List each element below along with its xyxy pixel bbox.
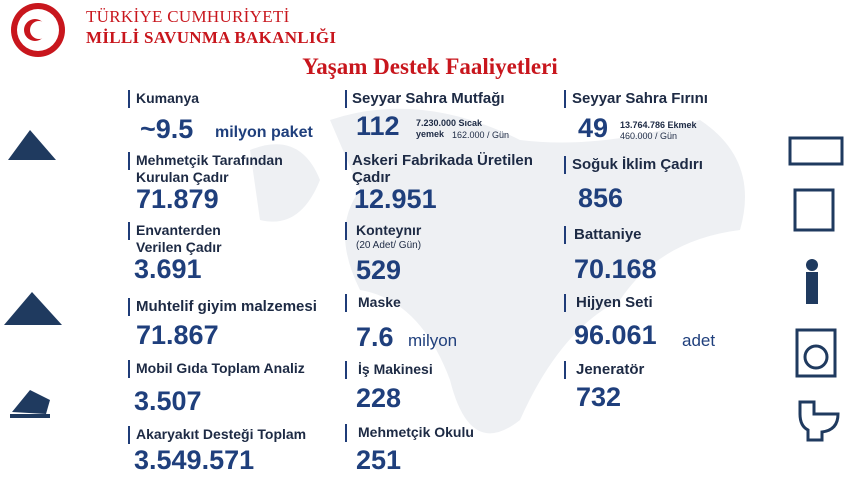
item-value: 856	[578, 183, 624, 213]
item-label: Muhtelif giyim malzemesi	[136, 298, 317, 315]
marker	[345, 90, 347, 108]
marker	[564, 226, 566, 244]
item-value: ~9.5	[140, 114, 194, 144]
item-value: 228	[356, 383, 402, 413]
marker	[564, 294, 566, 312]
item-value: 70.168	[574, 254, 657, 284]
marker	[128, 90, 130, 108]
icons	[4, 130, 844, 442]
item-value: 71.867	[136, 320, 219, 350]
item-note: 7.230.000 Sıcak yemek	[416, 118, 483, 139]
item-value: 3.507	[134, 386, 202, 416]
excavator-icon	[10, 390, 50, 418]
item-unit: milyon	[408, 331, 458, 350]
item-label: Jeneratör	[576, 361, 645, 378]
washer-icon	[795, 328, 837, 378]
shower-icon-body	[806, 272, 818, 304]
marker	[128, 222, 130, 240]
item-value: 112	[356, 111, 400, 141]
item-sub: (20 Adet/ Gün)	[356, 240, 422, 251]
item-label: Hijyen Seti	[576, 294, 653, 311]
marker	[564, 90, 566, 108]
marker	[345, 294, 347, 312]
item-unit: milyon paket	[215, 124, 313, 141]
item-label: Mehmetçik Tarafından Kurulan Çadır	[136, 152, 283, 185]
item-label: Mehmetçik Okulu	[358, 424, 474, 440]
item-value: 71.879	[136, 184, 219, 214]
item-value: 96.061	[574, 320, 657, 350]
item-label: Maske	[358, 294, 401, 310]
tent-icon	[8, 130, 56, 160]
toilet-icon	[798, 400, 840, 442]
marker	[345, 152, 347, 170]
item-label: Soğuk İklim Çadırı	[572, 156, 703, 173]
item-value: 12.951	[354, 184, 437, 214]
org-line: MİLLİ SAVUNMA BAKANLIĞI	[86, 28, 337, 47]
marker	[345, 424, 347, 442]
tent-icon	[4, 292, 62, 325]
marker	[345, 361, 347, 379]
item-label: Askeri Fabrikada Üretilen Çadır	[352, 152, 533, 186]
item-value: 3.691	[134, 254, 202, 284]
marker	[345, 222, 347, 240]
marker	[128, 298, 130, 316]
item-label: Seyyar Sahra Fırını	[572, 90, 708, 107]
item-label: Mobil Gıda Toplam Analiz	[136, 360, 305, 376]
item-unit: adet	[682, 331, 716, 350]
item-value: 7.6	[356, 322, 394, 352]
item-value: 251	[356, 445, 402, 475]
washer-drum	[803, 344, 829, 370]
marker	[128, 426, 130, 444]
logo-crescent-cut	[30, 21, 48, 39]
item-label: Envanterden Verilen Çadır	[136, 222, 222, 255]
org-line: TÜRKİYE CUMHURİYETİ	[86, 7, 290, 26]
item-note: 162.000 / Gün	[452, 130, 510, 140]
item-note: 460.000 / Gün	[620, 131, 678, 141]
item-label: Kumanya	[136, 90, 200, 106]
marker	[564, 156, 566, 174]
item-value: 3.549.571	[134, 445, 255, 475]
marker	[128, 360, 130, 378]
item-label: Battaniye	[574, 226, 642, 243]
item-value: 732	[576, 382, 622, 412]
item-value: 529	[356, 255, 402, 285]
world-map	[250, 108, 745, 434]
item-note: 13.764.786 Ekmek	[620, 120, 697, 130]
item-label: Akaryakıt Desteği Toplam	[136, 426, 307, 442]
item-label: Konteynır	[356, 222, 422, 238]
shower-icon	[806, 259, 818, 271]
marker	[128, 152, 130, 170]
marker	[564, 361, 566, 379]
item-label: İş Makinesi	[358, 361, 433, 377]
title: Yaşam Destek Faaliyetleri	[302, 54, 558, 79]
item-value: 49	[578, 113, 609, 143]
oven-icon	[793, 188, 835, 232]
item-label: Seyyar Sahra Mutfağı	[352, 90, 505, 107]
kitchen-icon	[788, 136, 844, 166]
